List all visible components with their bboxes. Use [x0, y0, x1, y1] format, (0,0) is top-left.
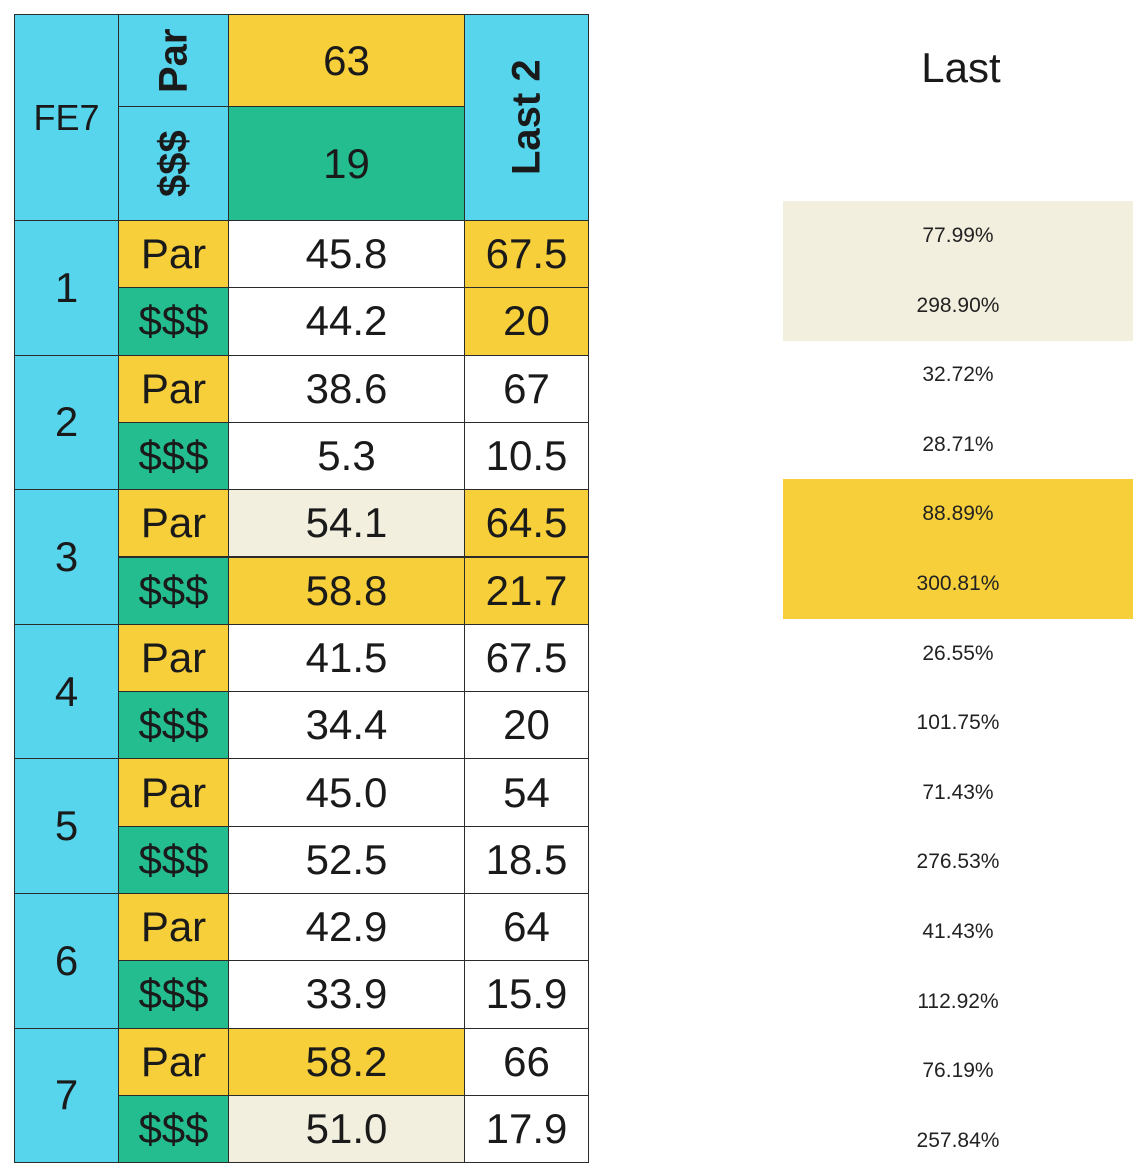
money-row-last2: 18.5 [464, 825, 589, 894]
par-row-label: Par [118, 489, 229, 558]
money-row-last2: 15.9 [464, 960, 589, 1029]
last-percent-value: 88.89% [922, 502, 994, 526]
group-label: 4 [14, 623, 119, 760]
last-column-title: Last [921, 44, 1001, 91]
par-row-value: 45.0 [228, 758, 465, 827]
par-row-last2: 66 [464, 1027, 589, 1096]
header-par-label: Par [118, 14, 229, 107]
last-percent-value: 28.71% [922, 432, 994, 456]
last-percent-value: 71.43% [922, 780, 994, 804]
last-percent-value: 112.92% [917, 989, 999, 1013]
last-percent-value: 257.84% [916, 1128, 1000, 1152]
par-row-value: 38.6 [228, 354, 465, 423]
highlight-band [783, 201, 1133, 341]
money-row-value: 58.8 [228, 556, 465, 625]
corner-label: FE7 [14, 14, 119, 221]
money-row-last2: 21.7 [464, 556, 589, 625]
par-row-last2: 67 [464, 354, 589, 423]
last-percent-value: 276.53% [916, 850, 1000, 874]
group-label: 1 [14, 220, 119, 356]
par-row-label: Par [118, 758, 229, 827]
par-row-value: 42.9 [228, 893, 465, 962]
last-percent-value: 41.43% [922, 920, 994, 943]
par-row-last2: 67.5 [464, 220, 589, 289]
last-percent-value: 32.72% [922, 363, 994, 387]
par-row-label: Par [118, 354, 229, 423]
par-row-value: 58.2 [228, 1027, 465, 1096]
money-row-label: $$$ [118, 1094, 229, 1164]
last-percent-value: 76.19% [922, 1059, 994, 1083]
last-percent-value: 26.55% [922, 641, 994, 665]
money-row-value: 33.9 [228, 960, 465, 1029]
par-row-label: Par [118, 623, 229, 693]
money-row-label: $$$ [118, 825, 229, 894]
par-row-label: Par [118, 893, 229, 962]
par-row-label: Par [118, 1027, 229, 1096]
group-label: 5 [14, 758, 119, 894]
money-row-label: $$$ [118, 421, 229, 491]
money-row-last2: 20 [464, 287, 589, 356]
last-percent-value: 101.75% [916, 711, 1000, 735]
last-percent-value: 77.99% [922, 224, 994, 247]
money-row-value: 44.2 [228, 287, 465, 356]
par-row-value: 45.8 [228, 220, 465, 289]
header-par-value: 63 [228, 14, 465, 107]
money-row-value: 52.5 [228, 825, 465, 894]
par-row-value: 41.5 [228, 623, 465, 693]
par-row-last2: 64 [464, 893, 589, 962]
money-row-last2: 20 [464, 691, 589, 760]
last2-header: Last 2 [464, 14, 589, 221]
money-row-label: $$$ [118, 556, 229, 625]
header-money-value: 19 [228, 106, 465, 221]
group-label: 6 [14, 893, 119, 1029]
money-row-label: $$$ [118, 287, 229, 356]
money-row-value: 34.4 [228, 691, 465, 760]
money-row-last2: 10.5 [464, 421, 589, 491]
money-row-label: $$$ [118, 960, 229, 1029]
money-row-value: 51.0 [228, 1094, 465, 1164]
last-percent-value: 300.81% [916, 572, 1000, 595]
group-label: 7 [14, 1027, 119, 1164]
group-label: 3 [14, 489, 119, 625]
par-row-last2: 64.5 [464, 489, 589, 558]
last-percent-value: 298.90% [916, 293, 1000, 317]
group-label: 2 [14, 354, 119, 491]
header-money-label: $$$ [118, 106, 229, 221]
par-row-last2: 67.5 [464, 623, 589, 693]
par-row-last2: 54 [464, 758, 589, 827]
money-row-last2: 17.9 [464, 1094, 589, 1164]
money-row-value: 5.3 [228, 421, 465, 491]
money-row-label: $$$ [118, 691, 229, 760]
par-row-label: Par [118, 220, 229, 289]
highlight-band [783, 479, 1133, 619]
par-row-value: 54.1 [228, 489, 465, 558]
